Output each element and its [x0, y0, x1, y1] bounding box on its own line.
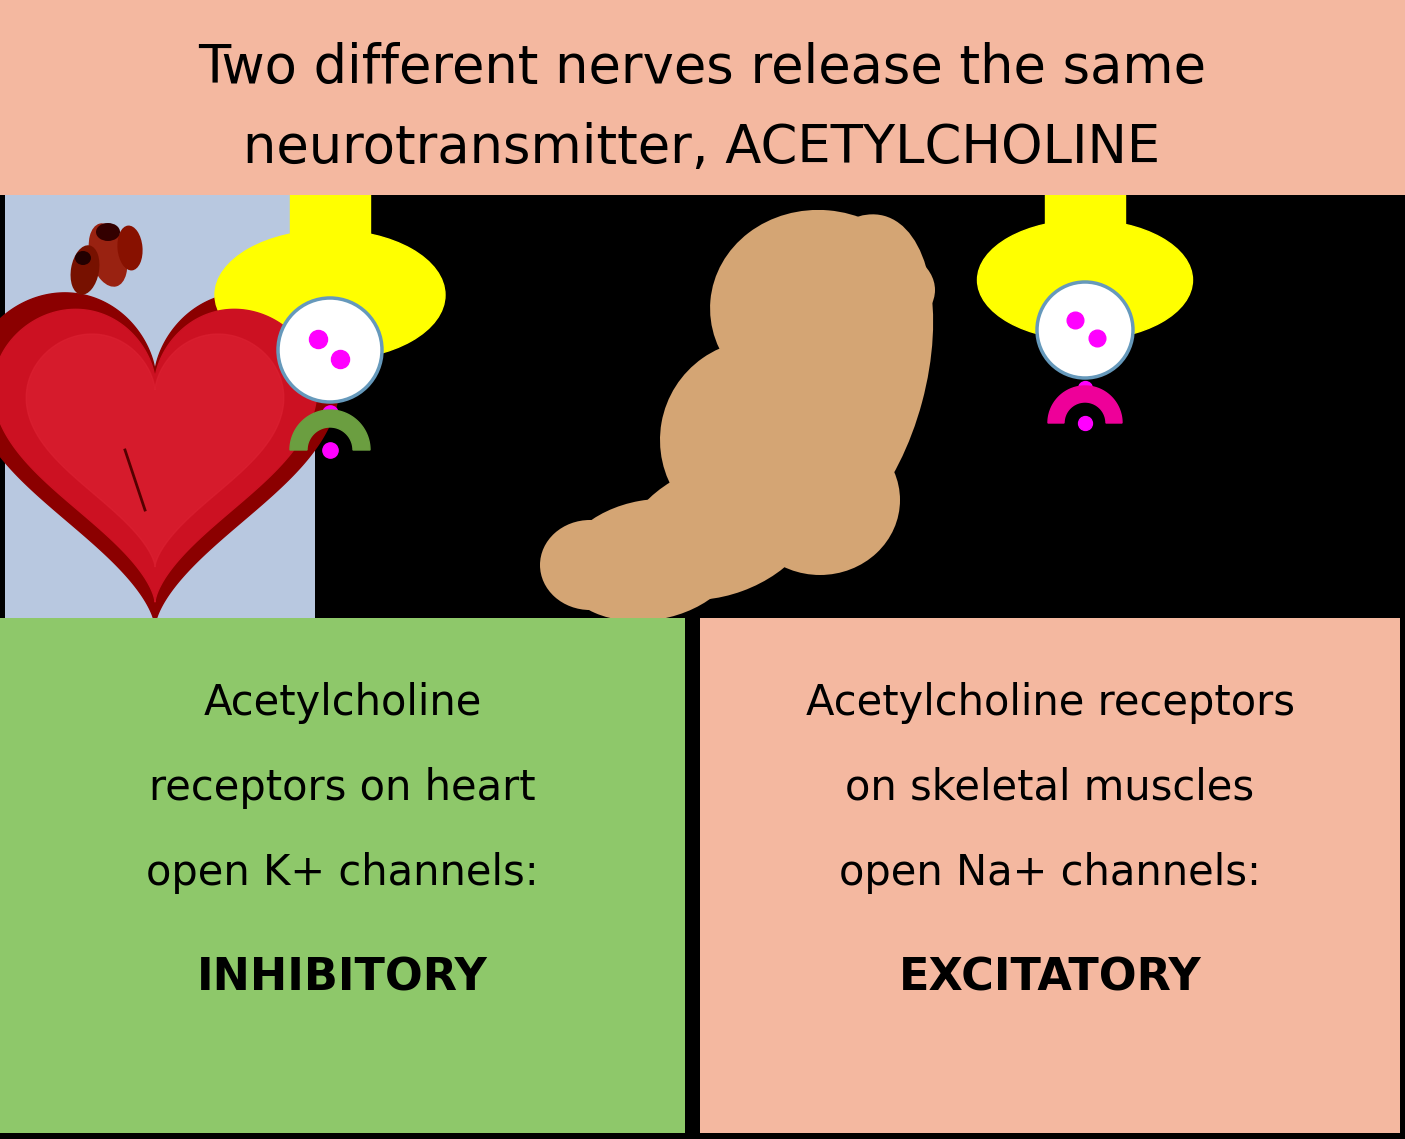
Text: on skeletal muscles: on skeletal muscles — [846, 767, 1255, 809]
Bar — [700, 618, 1399, 1133]
Text: EXCITATORY: EXCITATORY — [899, 957, 1201, 1000]
Bar — [1045, 0, 1125, 226]
Polygon shape — [27, 334, 284, 567]
Circle shape — [278, 298, 382, 402]
Ellipse shape — [215, 230, 445, 360]
Polygon shape — [0, 310, 318, 603]
Polygon shape — [1048, 386, 1123, 423]
Ellipse shape — [710, 210, 930, 410]
Ellipse shape — [96, 223, 119, 241]
Ellipse shape — [540, 521, 641, 611]
Polygon shape — [0, 293, 339, 625]
Ellipse shape — [805, 245, 934, 335]
Bar — [6, 195, 315, 620]
Text: Acetylcholine: Acetylcholine — [204, 682, 482, 724]
Polygon shape — [289, 410, 370, 450]
Text: neurotransmitter, ACETYLCHOLINE: neurotransmitter, ACETYLCHOLINE — [243, 122, 1161, 174]
Ellipse shape — [561, 499, 739, 621]
Ellipse shape — [747, 214, 933, 546]
Bar — [0, 618, 686, 1133]
Ellipse shape — [89, 223, 128, 287]
Text: Acetylcholine receptors: Acetylcholine receptors — [805, 682, 1294, 724]
Ellipse shape — [978, 220, 1193, 341]
Bar — [289, 0, 370, 235]
Text: receptors on heart: receptors on heart — [149, 767, 535, 809]
Ellipse shape — [74, 251, 91, 265]
Bar — [0, 0, 1405, 195]
Ellipse shape — [70, 245, 100, 295]
Ellipse shape — [660, 341, 860, 540]
Circle shape — [1037, 282, 1132, 378]
Ellipse shape — [624, 460, 816, 600]
Text: open Na+ channels:: open Na+ channels: — [839, 852, 1262, 894]
Text: open K+ channels:: open K+ channels: — [146, 852, 540, 894]
Text: INHIBITORY: INHIBITORY — [197, 957, 488, 1000]
Text: Two different nerves release the same: Two different nerves release the same — [198, 42, 1205, 95]
Ellipse shape — [118, 226, 142, 270]
Ellipse shape — [740, 425, 901, 575]
